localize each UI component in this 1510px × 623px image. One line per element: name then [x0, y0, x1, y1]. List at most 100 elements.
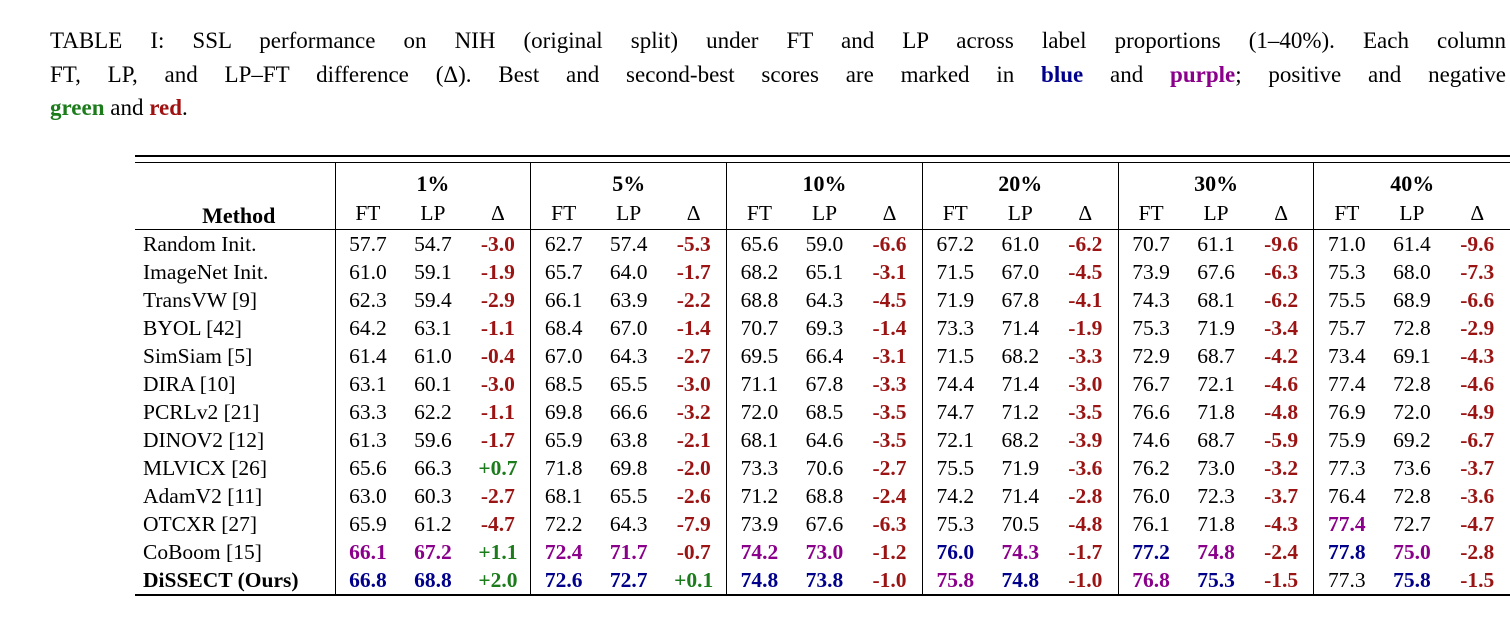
value-cell: 68.1 [530, 482, 597, 510]
value-cell: 61.0 [1001, 232, 1040, 256]
table-row: ImageNet Init. 61.0 59.1 -1.9 65.7 64.0 -1.7 68… [135, 258, 1510, 286]
value-cell: 61.2 [414, 512, 452, 536]
value-cell: 76.0 [1117, 482, 1184, 510]
value-cell: 63.0 [334, 482, 401, 510]
subheader-lp: LP [1399, 200, 1425, 225]
value-cell: 70.5 [1001, 512, 1040, 536]
value-cell: -3.6 [1460, 484, 1495, 508]
value-cell: -3.4 [1264, 316, 1299, 340]
value-cell: 75.8 [921, 566, 988, 595]
value-cell: -4.3 [1460, 344, 1495, 368]
header-group-row: Method 1% 5% 10% 20% 30% 40% [135, 163, 1510, 228]
value-cell: 74.7 [921, 398, 988, 426]
value-cell: 71.1 [726, 370, 792, 398]
value-cell: -6.6 [872, 232, 907, 256]
value-cell: -4.5 [872, 288, 907, 312]
value-cell: 75.5 [921, 454, 988, 482]
method-cell: TransVW [9] [143, 288, 258, 312]
value-cell: -1.1 [480, 400, 515, 424]
method-cell: DiSSECT (Ours) [143, 568, 299, 592]
value-cell: 77.3 [1313, 566, 1380, 595]
value-cell: -2.1 [676, 428, 711, 452]
value-cell: 67.2 [414, 540, 452, 564]
value-cell: 71.4 [1001, 484, 1040, 508]
value-cell: 75.7 [1313, 314, 1380, 342]
value-cell: -3.6 [1068, 456, 1103, 480]
table-row: DINOV2 [12] 61.3 59.6 -1.7 65.9 63.8 -2.1 68.1 6… [135, 426, 1510, 454]
value-cell: -9.6 [1460, 232, 1495, 256]
caption-line2-pre: FT, LP, and LP–FT difference (Δ). Best a… [50, 61, 1042, 87]
value-cell: 67.0 [609, 316, 648, 340]
value-cell: -3.2 [676, 400, 711, 424]
subheader-delta: Δ [1470, 200, 1485, 225]
value-cell: -1.4 [676, 316, 711, 340]
value-cell: 64.2 [334, 314, 401, 342]
red-keyword: red [149, 95, 183, 120]
method-cell: SimSiam [5] [143, 344, 253, 368]
value-cell: 76.2 [1117, 454, 1184, 482]
value-cell: -2.9 [1460, 316, 1495, 340]
value-cell: 61.4 [334, 342, 401, 370]
value-cell: 69.5 [726, 342, 792, 370]
value-cell: 68.9 [1393, 288, 1431, 312]
value-cell: 72.0 [1393, 400, 1431, 424]
method-cell: AdamV2 [11] [143, 484, 263, 508]
value-cell: 67.6 [1197, 260, 1235, 284]
value-cell: 66.1 [530, 286, 597, 314]
value-cell: 64.6 [805, 428, 844, 452]
value-cell: 71.4 [1001, 316, 1040, 340]
value-cell: 63.1 [334, 370, 401, 398]
subheader-ft: FT [1117, 197, 1184, 230]
value-cell: 61.3 [334, 426, 401, 454]
value-cell: 65.5 [609, 484, 648, 508]
value-cell: 61.4 [1393, 232, 1431, 256]
value-cell: -1.7 [676, 260, 711, 284]
subheader-lp: LP [420, 200, 446, 225]
value-cell: 73.3 [921, 314, 988, 342]
method-cell: PCRLv2 [21] [143, 400, 260, 424]
value-cell: -3.3 [872, 372, 907, 396]
method-header: Method [202, 203, 276, 228]
value-cell: -1.2 [872, 540, 907, 564]
value-cell: 77.3 [1313, 454, 1380, 482]
value-cell: 70.7 [726, 314, 792, 342]
method-cell: CoBoom [15] [143, 540, 262, 564]
table-row: OTCXR [27] 65.9 61.2 -4.7 72.2 64.3 -7.9 73.9 67… [135, 510, 1510, 538]
value-cell: 77.8 [1313, 538, 1380, 566]
value-cell: 72.8 [1393, 316, 1431, 340]
value-cell: -2.8 [1068, 484, 1103, 508]
subheader-ft: FT [726, 197, 792, 230]
value-cell: 77.4 [1313, 510, 1380, 538]
value-cell: 68.5 [805, 400, 844, 424]
value-cell: 69.3 [805, 316, 844, 340]
value-cell: 69.1 [1393, 344, 1431, 368]
value-cell: -2.7 [676, 344, 711, 368]
value-cell: 67.6 [805, 512, 844, 536]
value-cell: -2.4 [872, 484, 907, 508]
table-row: SimSiam [5] 61.4 61.0 -0.4 67.0 64.3 -2.7 69.5 6… [135, 342, 1510, 370]
value-cell: -1.9 [1068, 316, 1103, 340]
value-cell: 69.8 [609, 456, 648, 480]
value-cell: 71.9 [1001, 456, 1040, 480]
value-cell: 59.1 [414, 260, 452, 284]
value-cell: 75.3 [921, 510, 988, 538]
value-cell: 59.4 [414, 288, 452, 312]
value-cell: 74.3 [1117, 286, 1184, 314]
value-cell: 59.6 [414, 428, 452, 452]
value-cell: 61.0 [334, 258, 401, 286]
value-cell: -3.0 [480, 372, 515, 396]
value-cell: 72.2 [530, 510, 597, 538]
subheader-ft: FT [1313, 197, 1380, 230]
value-cell: 75.3 [1117, 314, 1184, 342]
value-cell: -1.5 [1264, 568, 1299, 592]
method-cell: DIRA [10] [143, 372, 236, 396]
value-cell: -2.0 [676, 456, 711, 480]
value-cell: 72.0 [726, 398, 792, 426]
group-header-30pct: 30% [1117, 163, 1314, 197]
value-cell: 65.9 [334, 510, 401, 538]
subheader-lp: LP [1203, 200, 1229, 225]
table-row: BYOL [42] 64.2 63.1 -1.1 68.4 67.0 -1.4 70.7 69.… [135, 314, 1510, 342]
value-cell: 64.0 [609, 260, 648, 284]
value-cell: -4.6 [1264, 372, 1299, 396]
value-cell: 71.8 [1197, 512, 1235, 536]
